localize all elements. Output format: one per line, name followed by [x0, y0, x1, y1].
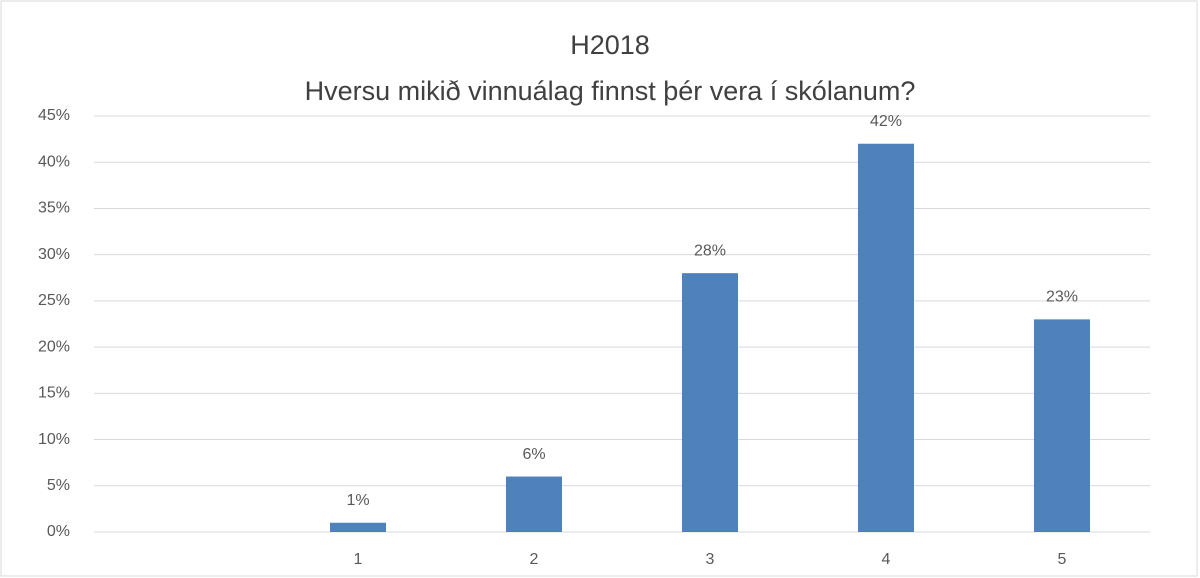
x-tick-label: 3 [706, 551, 715, 568]
data-label: 28% [694, 242, 726, 259]
data-label: 42% [870, 113, 902, 130]
data-label: 6% [522, 446, 545, 463]
y-tick-label: 0% [47, 523, 70, 540]
chart-title: H2018 [570, 30, 650, 60]
y-tick-label: 20% [38, 338, 70, 355]
y-tick-label: 35% [38, 200, 70, 217]
x-tick-label: 1 [354, 551, 363, 568]
y-tick-label: 5% [47, 477, 70, 494]
bar [1034, 319, 1090, 532]
bar [330, 522, 386, 532]
y-tick-label: 15% [38, 385, 70, 402]
x-tick-label: 2 [530, 551, 539, 568]
y-tick-label: 25% [38, 292, 70, 309]
y-tick-label: 30% [38, 246, 70, 263]
bar [682, 273, 738, 532]
x-tick-label: 5 [1058, 551, 1067, 568]
bar [506, 476, 562, 532]
y-tick-label: 45% [38, 107, 70, 124]
bar [858, 143, 914, 532]
chart-subtitle: Hversu mikið vinnuálag finnst þér vera í… [305, 76, 916, 106]
y-tick-label: 10% [38, 431, 70, 448]
x-tick-label: 4 [882, 551, 891, 568]
data-label: 1% [346, 492, 369, 509]
y-tick-label: 40% [38, 153, 70, 170]
data-label: 23% [1046, 289, 1078, 306]
